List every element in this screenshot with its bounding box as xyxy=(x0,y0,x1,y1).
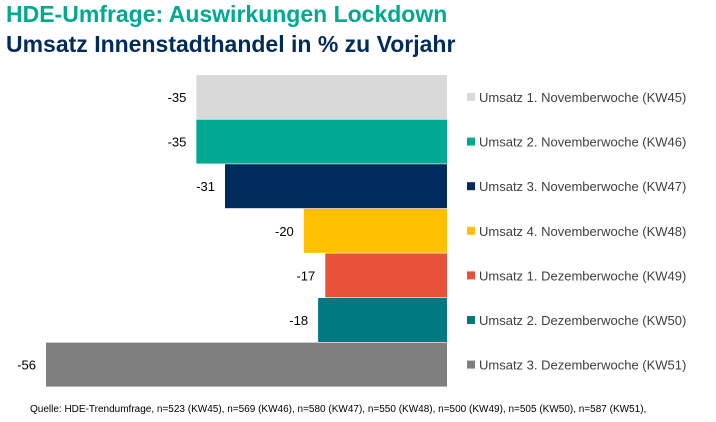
legend-label-2: Umsatz 2. Novemberwoche (KW46) xyxy=(479,135,686,150)
legend-label-5: Umsatz 1. Dezemberwoche (KW49) xyxy=(479,268,686,283)
legend-label-3: Umsatz 3. Novemberwoche (KW47) xyxy=(479,179,686,194)
data-label-4: -20 xyxy=(275,224,294,239)
data-label-6: -18 xyxy=(289,313,308,328)
legend-swatch-1 xyxy=(467,93,475,101)
legend-label-4: Umsatz 4. Novemberwoche (KW48) xyxy=(479,224,686,239)
bar-7 xyxy=(46,342,447,387)
bar-5 xyxy=(325,253,447,298)
legend-label-1: Umsatz 1. Novemberwoche (KW45) xyxy=(479,90,686,105)
data-label-7: -56 xyxy=(17,358,36,373)
legend-label-6: Umsatz 2. Dezemberwoche (KW50) xyxy=(479,313,686,328)
chart-subtitle: Umsatz Innenstadthandel in % zu Vorjahr xyxy=(6,31,456,57)
chart-title: HDE-Umfrage: Auswirkungen Lockdown xyxy=(6,1,448,27)
legend-swatch-6 xyxy=(467,316,475,324)
source-note: Quelle: HDE-Trendumfrage, n=523 (KW45), … xyxy=(30,404,647,415)
bar-1 xyxy=(196,75,447,119)
bar-6 xyxy=(318,298,447,342)
data-label-5: -17 xyxy=(296,268,315,283)
bar-2 xyxy=(196,119,447,164)
bar-4 xyxy=(303,208,447,253)
data-label-2: -35 xyxy=(168,135,187,150)
data-label-1: -35 xyxy=(168,90,187,105)
legend-swatch-7 xyxy=(467,360,475,369)
legend-label-7: Umsatz 3. Dezemberwoche (KW51) xyxy=(479,358,686,373)
legend-swatch-3 xyxy=(467,182,475,191)
legend-swatch-2 xyxy=(467,137,475,146)
bar-chart: -35 Umsatz 1. Novemberwoche (KW45) -35 Umsa… xyxy=(17,75,686,387)
bar-3 xyxy=(225,164,447,209)
legend-swatch-5 xyxy=(467,271,475,280)
legend-swatch-4 xyxy=(467,226,475,235)
data-label-3: -31 xyxy=(196,179,215,194)
